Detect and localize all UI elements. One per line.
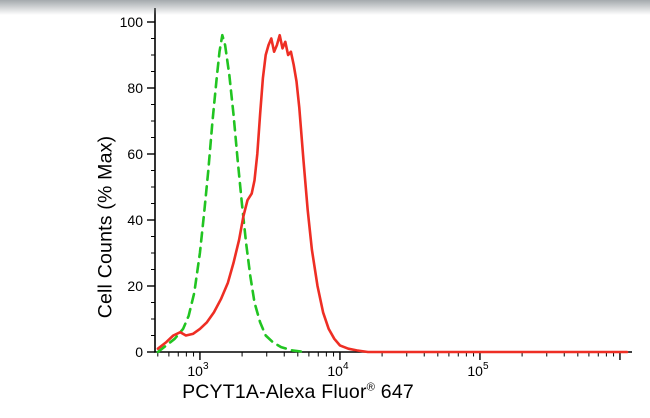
- x-tick-label: 104: [327, 361, 349, 379]
- y-tick-label: 0: [135, 344, 143, 360]
- y-tick-label: 40: [127, 212, 143, 228]
- x-axis-title-text: PCYT1A-Alexa Fluor: [182, 381, 367, 403]
- x-tick-label: 103: [187, 361, 209, 379]
- x-axis-title: PCYT1A-Alexa Fluor® 647: [182, 381, 414, 404]
- x-tick-label: 105: [467, 361, 489, 379]
- y-tick-label: 80: [127, 80, 143, 96]
- series-red-solid: [156, 33, 629, 354]
- y-tick-label: 20: [127, 278, 143, 294]
- series-green-dashed: [156, 33, 307, 354]
- y-tick-label: 60: [127, 146, 143, 162]
- x-axis-title-suffix: 647: [375, 381, 414, 403]
- y-tick-label: 100: [120, 14, 144, 30]
- y-axis-title: Cell Counts (% Max): [94, 135, 117, 319]
- registered-trademark-icon: ®: [366, 381, 376, 394]
